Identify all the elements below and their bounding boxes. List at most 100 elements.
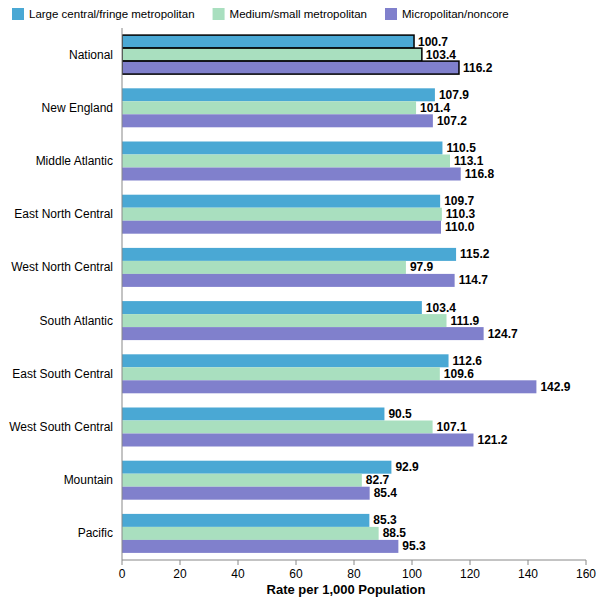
category-label: South Atlantic [40,314,113,328]
data-label: 107.1 [437,420,467,434]
legend: Large central/fringe metropolitan Medium/… [12,8,509,20]
data-label: 103.4 [426,48,456,62]
data-label: 107.9 [439,88,469,102]
category-label: East North Central [14,207,113,221]
data-label: 112.6 [453,354,483,368]
tick-label: 120 [460,567,480,581]
tick-label: 40 [231,567,245,581]
tick-label: 80 [347,567,361,581]
tick-label: 100 [402,567,422,581]
data-label: 124.7 [488,327,518,341]
tick [122,560,123,565]
data-label: 88.5 [383,526,407,540]
tick [238,560,239,565]
data-label: 114.7 [459,273,489,287]
tick [470,560,471,565]
data-label: 100.7 [418,35,448,49]
bar [122,301,422,314]
tick [412,560,413,565]
data-label: 111.9 [451,314,480,328]
bar [122,380,536,393]
data-label: 95.3 [402,539,426,553]
data-label: 109.7 [444,194,474,208]
bar [122,514,369,527]
data-label: 116.2 [463,61,493,75]
bar [122,208,442,221]
bar [122,461,391,474]
tick [354,560,355,565]
bar [122,168,461,181]
tick [586,560,587,565]
bar [122,261,406,274]
data-label: 121.2 [477,433,507,447]
bar [122,142,442,155]
bar [122,314,447,327]
data-label: 97.9 [410,260,434,274]
bar [122,48,422,61]
bar [122,474,362,487]
data-label: 101.4 [420,101,450,115]
bar [122,487,370,500]
chart: 100.7103.4116.2107.9101.4107.2110.5113.1… [0,0,616,597]
bar [122,327,484,340]
data-label: 85.3 [373,513,397,527]
bar [122,408,384,421]
data-label: 113.1 [454,154,484,168]
bar [122,354,449,367]
bar [122,101,416,114]
legend-label: Large central/fringe metropolitan [29,8,195,20]
legend-label: Medium/small metropolitan [230,8,367,20]
data-label: 116.8 [465,167,495,181]
data-label: 109.6 [444,367,474,381]
data-label: 115.2 [460,247,490,261]
tick-label: 20 [173,567,187,581]
tick-label: 60 [289,567,303,581]
bar [122,421,433,434]
bar [122,248,456,261]
bar [122,61,459,74]
bar [122,540,398,553]
data-labels: 100.7103.4116.2107.9101.4107.2110.5113.1… [366,35,571,554]
category-label: National [69,48,113,62]
category-label: West South Central [9,420,113,434]
category-label: New England [42,101,113,115]
bar [122,195,440,208]
data-label: 110.0 [445,220,475,234]
data-label: 82.7 [366,473,390,487]
data-label: 90.5 [388,407,412,421]
category-label: Pacific [78,526,113,540]
tick-label: 160 [576,567,596,581]
category-label: Middle Atlantic [36,154,113,168]
legend-swatch [12,8,24,20]
category-label: Mountain [64,473,113,487]
bar [122,527,379,540]
tick [296,560,297,565]
data-label: 92.9 [395,460,419,474]
bar [122,367,440,380]
category-label: East South Central [12,367,113,381]
legend-label: Micropolitan/noncore [402,8,509,20]
bar [122,434,473,447]
tick-label: 140 [518,567,538,581]
bar [122,221,441,234]
tick-label: 0 [119,567,126,581]
data-label: 85.4 [374,486,398,500]
data-label: 142.9 [540,380,570,394]
legend-swatch [213,8,225,20]
data-label: 107.2 [437,114,467,128]
bar [122,274,455,287]
tick [180,560,181,565]
bars [122,35,536,553]
data-label: 110.3 [446,207,476,221]
legend-swatch [385,8,397,20]
bar [122,114,433,127]
bar [122,155,450,168]
bar [122,35,414,48]
y-axis-line [122,28,123,560]
category-label: West North Central [11,260,113,274]
bar [122,88,435,101]
tick [528,560,529,565]
axis-title: Rate per 1,000 Population [267,582,426,597]
data-label: 110.5 [446,141,476,155]
data-label: 103.4 [426,301,456,315]
